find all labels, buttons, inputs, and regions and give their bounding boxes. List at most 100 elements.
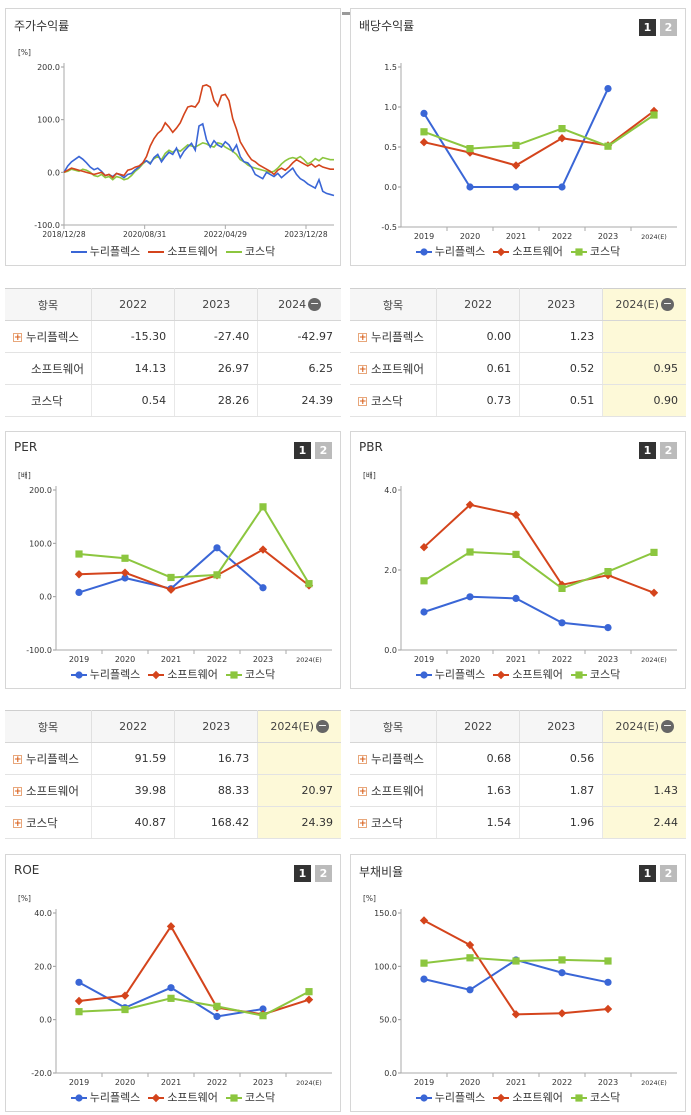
toggle-button-1[interactable]: 1: [294, 865, 311, 882]
column-header-label: 2023: [202, 298, 231, 311]
legend-swatch: [225, 1094, 242, 1102]
table-cell: 1.43: [602, 774, 686, 807]
data-point: [75, 978, 83, 986]
legend-swatch-marker: [497, 247, 506, 257]
toggle-button-2[interactable]: 2: [315, 865, 332, 882]
expand-icon[interactable]: +: [13, 786, 22, 797]
collapse-icon[interactable]: −: [308, 297, 322, 312]
table-cell: 2.44: [602, 806, 686, 839]
data-point: [466, 548, 474, 556]
toggle-button-2[interactable]: 2: [660, 19, 677, 36]
data-point: [604, 978, 612, 986]
legend-swatch-marker: [497, 1093, 506, 1103]
legend-swatch: [415, 1094, 432, 1102]
y-unit-label: [배]: [363, 471, 376, 480]
data-point: [75, 550, 83, 558]
column-header: 2022: [436, 710, 521, 743]
data-point: [558, 125, 566, 133]
data-point: [419, 916, 429, 925]
column-header-label: 2022: [464, 720, 493, 733]
legend-swatch-marker: [575, 1094, 583, 1102]
pbr-title: PBR: [359, 440, 383, 454]
collapse-icon[interactable]: −: [660, 297, 674, 312]
toggle-button-2[interactable]: 2: [660, 865, 677, 882]
table-cell: 0.00: [436, 320, 521, 353]
x-tick-label: 2021: [161, 655, 181, 664]
table-cell: 168.42: [174, 806, 259, 839]
collapse-icon[interactable]: −: [660, 719, 674, 734]
toggle-button-1[interactable]: 1: [639, 19, 656, 36]
data-point: [512, 957, 520, 965]
y-tick-label: 100.0: [374, 962, 397, 971]
data-point: [466, 954, 474, 962]
table-cell: 20.97: [257, 774, 341, 807]
x-tick-label: 2019: [69, 655, 89, 664]
column-header-label: 2024(E): [270, 719, 314, 733]
y-tick-label: 0.0: [384, 183, 397, 192]
table-cell: 0.90: [602, 384, 686, 417]
legend-swatch-marker: [75, 1094, 83, 1102]
x-tick-label: 2024(E): [641, 1079, 667, 1087]
x-tick-label: 2024(E): [296, 1079, 322, 1087]
toggle-button-1[interactable]: 1: [294, 442, 311, 459]
x-tick-label: 2020: [460, 1078, 480, 1087]
column-header-label: 2023: [202, 720, 231, 733]
toggle-button-1[interactable]: 1: [639, 865, 656, 882]
series-line: [78, 548, 310, 591]
expand-icon[interactable]: +: [358, 754, 367, 765]
row-name-label: 코스닥: [31, 393, 63, 408]
legend-item: 코스닥: [570, 243, 620, 259]
toggle-button-1[interactable]: 1: [639, 442, 656, 459]
legend-item: 누리플렉스: [70, 1089, 140, 1105]
table-cell: 24.39: [257, 806, 341, 839]
y-tick-label: -100.0: [34, 221, 60, 230]
per-legend: 누리플렉스 소프트웨어 코스닥: [6, 666, 340, 682]
data-point: [557, 134, 567, 143]
data-point: [120, 568, 130, 577]
column-header: 항목: [5, 710, 92, 743]
data-point: [511, 510, 521, 519]
toggle-button-2[interactable]: 2: [660, 442, 677, 459]
collapse-icon[interactable]: −: [315, 719, 329, 734]
expand-icon[interactable]: +: [358, 786, 367, 797]
legend-swatch: [148, 1093, 165, 1103]
legend-label: 코스닥: [244, 1091, 276, 1104]
column-header-label: 2022: [119, 298, 148, 311]
table-cell: 0.56: [519, 742, 604, 775]
expand-icon[interactable]: +: [358, 396, 367, 407]
toggle-button-2[interactable]: 2: [315, 442, 332, 459]
row-name: + 누리플렉스: [5, 742, 92, 775]
data-point: [604, 957, 612, 965]
expand-icon[interactable]: +: [358, 364, 367, 375]
column-header-label: 2024(E): [615, 719, 659, 733]
y-tick-label: 1.5: [384, 63, 397, 72]
legend-swatch: [570, 1094, 587, 1102]
table-cell: 0.61: [436, 352, 521, 385]
data-point: [259, 1005, 267, 1013]
column-header-label: 항목: [37, 720, 59, 734]
column-header-label: 2022: [119, 720, 148, 733]
table-row: + 코스닥 40.87 168.42 24.39: [5, 806, 341, 839]
expand-icon[interactable]: +: [13, 754, 22, 765]
legend-label: 소프트웨어: [167, 245, 218, 258]
x-tick-label: 2022: [207, 1078, 227, 1087]
expand-icon[interactable]: +: [13, 818, 22, 829]
x-tick-label: 2021: [506, 232, 526, 241]
data-point: [558, 619, 566, 627]
legend-swatch: [415, 671, 432, 679]
expand-icon[interactable]: +: [13, 332, 22, 343]
expand-icon[interactable]: +: [358, 818, 367, 829]
column-header-label: 2022: [464, 298, 493, 311]
data-point: [213, 1002, 221, 1010]
expand-icon[interactable]: +: [358, 332, 367, 343]
column-header: 2024(E) −: [257, 710, 341, 743]
legend-swatch-marker: [420, 248, 428, 256]
series-line: [63, 141, 334, 181]
data-point: [121, 574, 129, 582]
y-tick-label: 50.0: [379, 1016, 397, 1025]
legend-swatch: [70, 1094, 87, 1102]
table-header-row: 항목 2022 2023 2024−: [5, 288, 341, 321]
debt-ratio-legend: 누리플렉스 소프트웨어 코스닥: [351, 1089, 685, 1105]
